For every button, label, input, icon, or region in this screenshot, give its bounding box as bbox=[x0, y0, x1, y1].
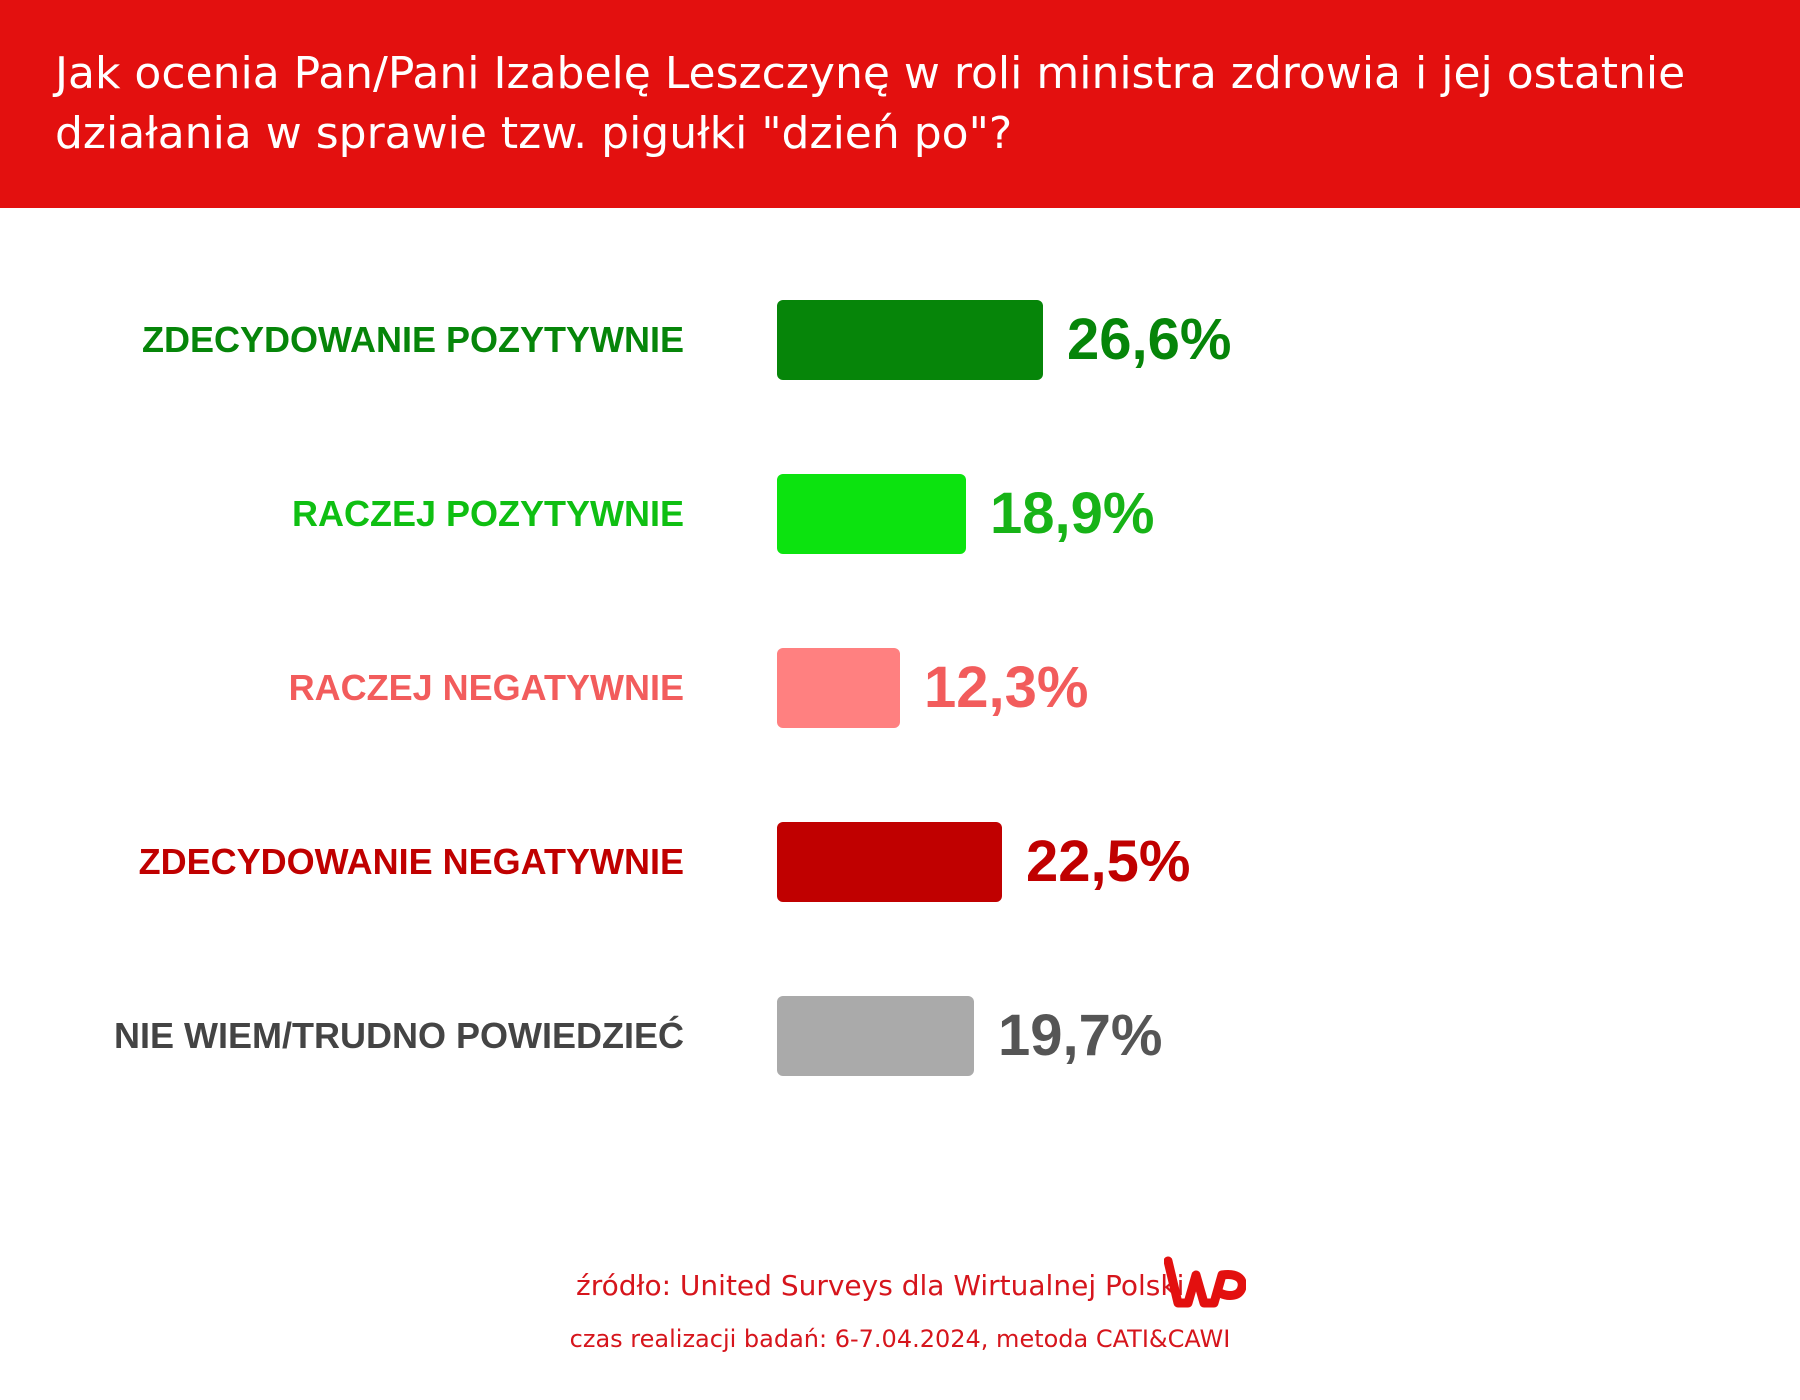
bar bbox=[777, 300, 1043, 380]
bar-row: RACZEJ POZYTYWNIE 18,9% bbox=[0, 474, 1800, 554]
value-label: 18,9% bbox=[990, 481, 1155, 546]
category-label: NIE WIEM/TRUDNO POWIEDZIEĆ bbox=[114, 1015, 684, 1056]
title-line-2: działania w sprawie tzw. pigułki "dzień … bbox=[55, 108, 1013, 159]
bar bbox=[777, 822, 1002, 902]
bar-row: ZDECYDOWANIE POZYTYWNIE 26,6% bbox=[0, 300, 1800, 380]
bar bbox=[777, 996, 974, 1076]
value-label: 12,3% bbox=[924, 655, 1089, 720]
source-text: źródło: United Surveys dla Wirtualnej Po… bbox=[576, 1269, 1185, 1302]
header-banner: Jak ocenia Pan/Pani Izabelę Leszczynę w … bbox=[0, 0, 1800, 208]
bar bbox=[777, 648, 900, 728]
bar-row: NIE WIEM/TRUDNO POWIEDZIEĆ 19,7% bbox=[0, 996, 1800, 1076]
bar-row: RACZEJ NEGATYWNIE 12,3% bbox=[0, 648, 1800, 728]
bar-row: ZDECYDOWANIE NEGATYWNIE 22,5% bbox=[0, 822, 1800, 902]
footer: źródło: United Surveys dla Wirtualnej Po… bbox=[0, 1255, 1800, 1375]
category-label: RACZEJ POZYTYWNIE bbox=[291, 493, 684, 534]
bar-chart: ZDECYDOWANIE POZYTYWNIE 26,6% RACZEJ POZYT… bbox=[0, 300, 1800, 1140]
page-title: Jak ocenia Pan/Pani Izabelę Leszczynę w … bbox=[55, 44, 1755, 164]
method-text: czas realizacji badań: 6-7.04.2024, meto… bbox=[569, 1325, 1231, 1353]
value-label: 26,6% bbox=[1067, 307, 1232, 372]
wp-logo-icon bbox=[1164, 1256, 1246, 1308]
category-label: RACZEJ NEGATYWNIE bbox=[288, 667, 684, 708]
title-line-1: Jak ocenia Pan/Pani Izabelę Leszczynę w … bbox=[55, 48, 1686, 99]
value-label: 22,5% bbox=[1026, 829, 1191, 894]
category-label: ZDECYDOWANIE POZYTYWNIE bbox=[141, 319, 684, 360]
bar bbox=[777, 474, 966, 554]
value-label: 19,7% bbox=[998, 1003, 1163, 1068]
category-label: ZDECYDOWANIE NEGATYWNIE bbox=[138, 841, 684, 882]
